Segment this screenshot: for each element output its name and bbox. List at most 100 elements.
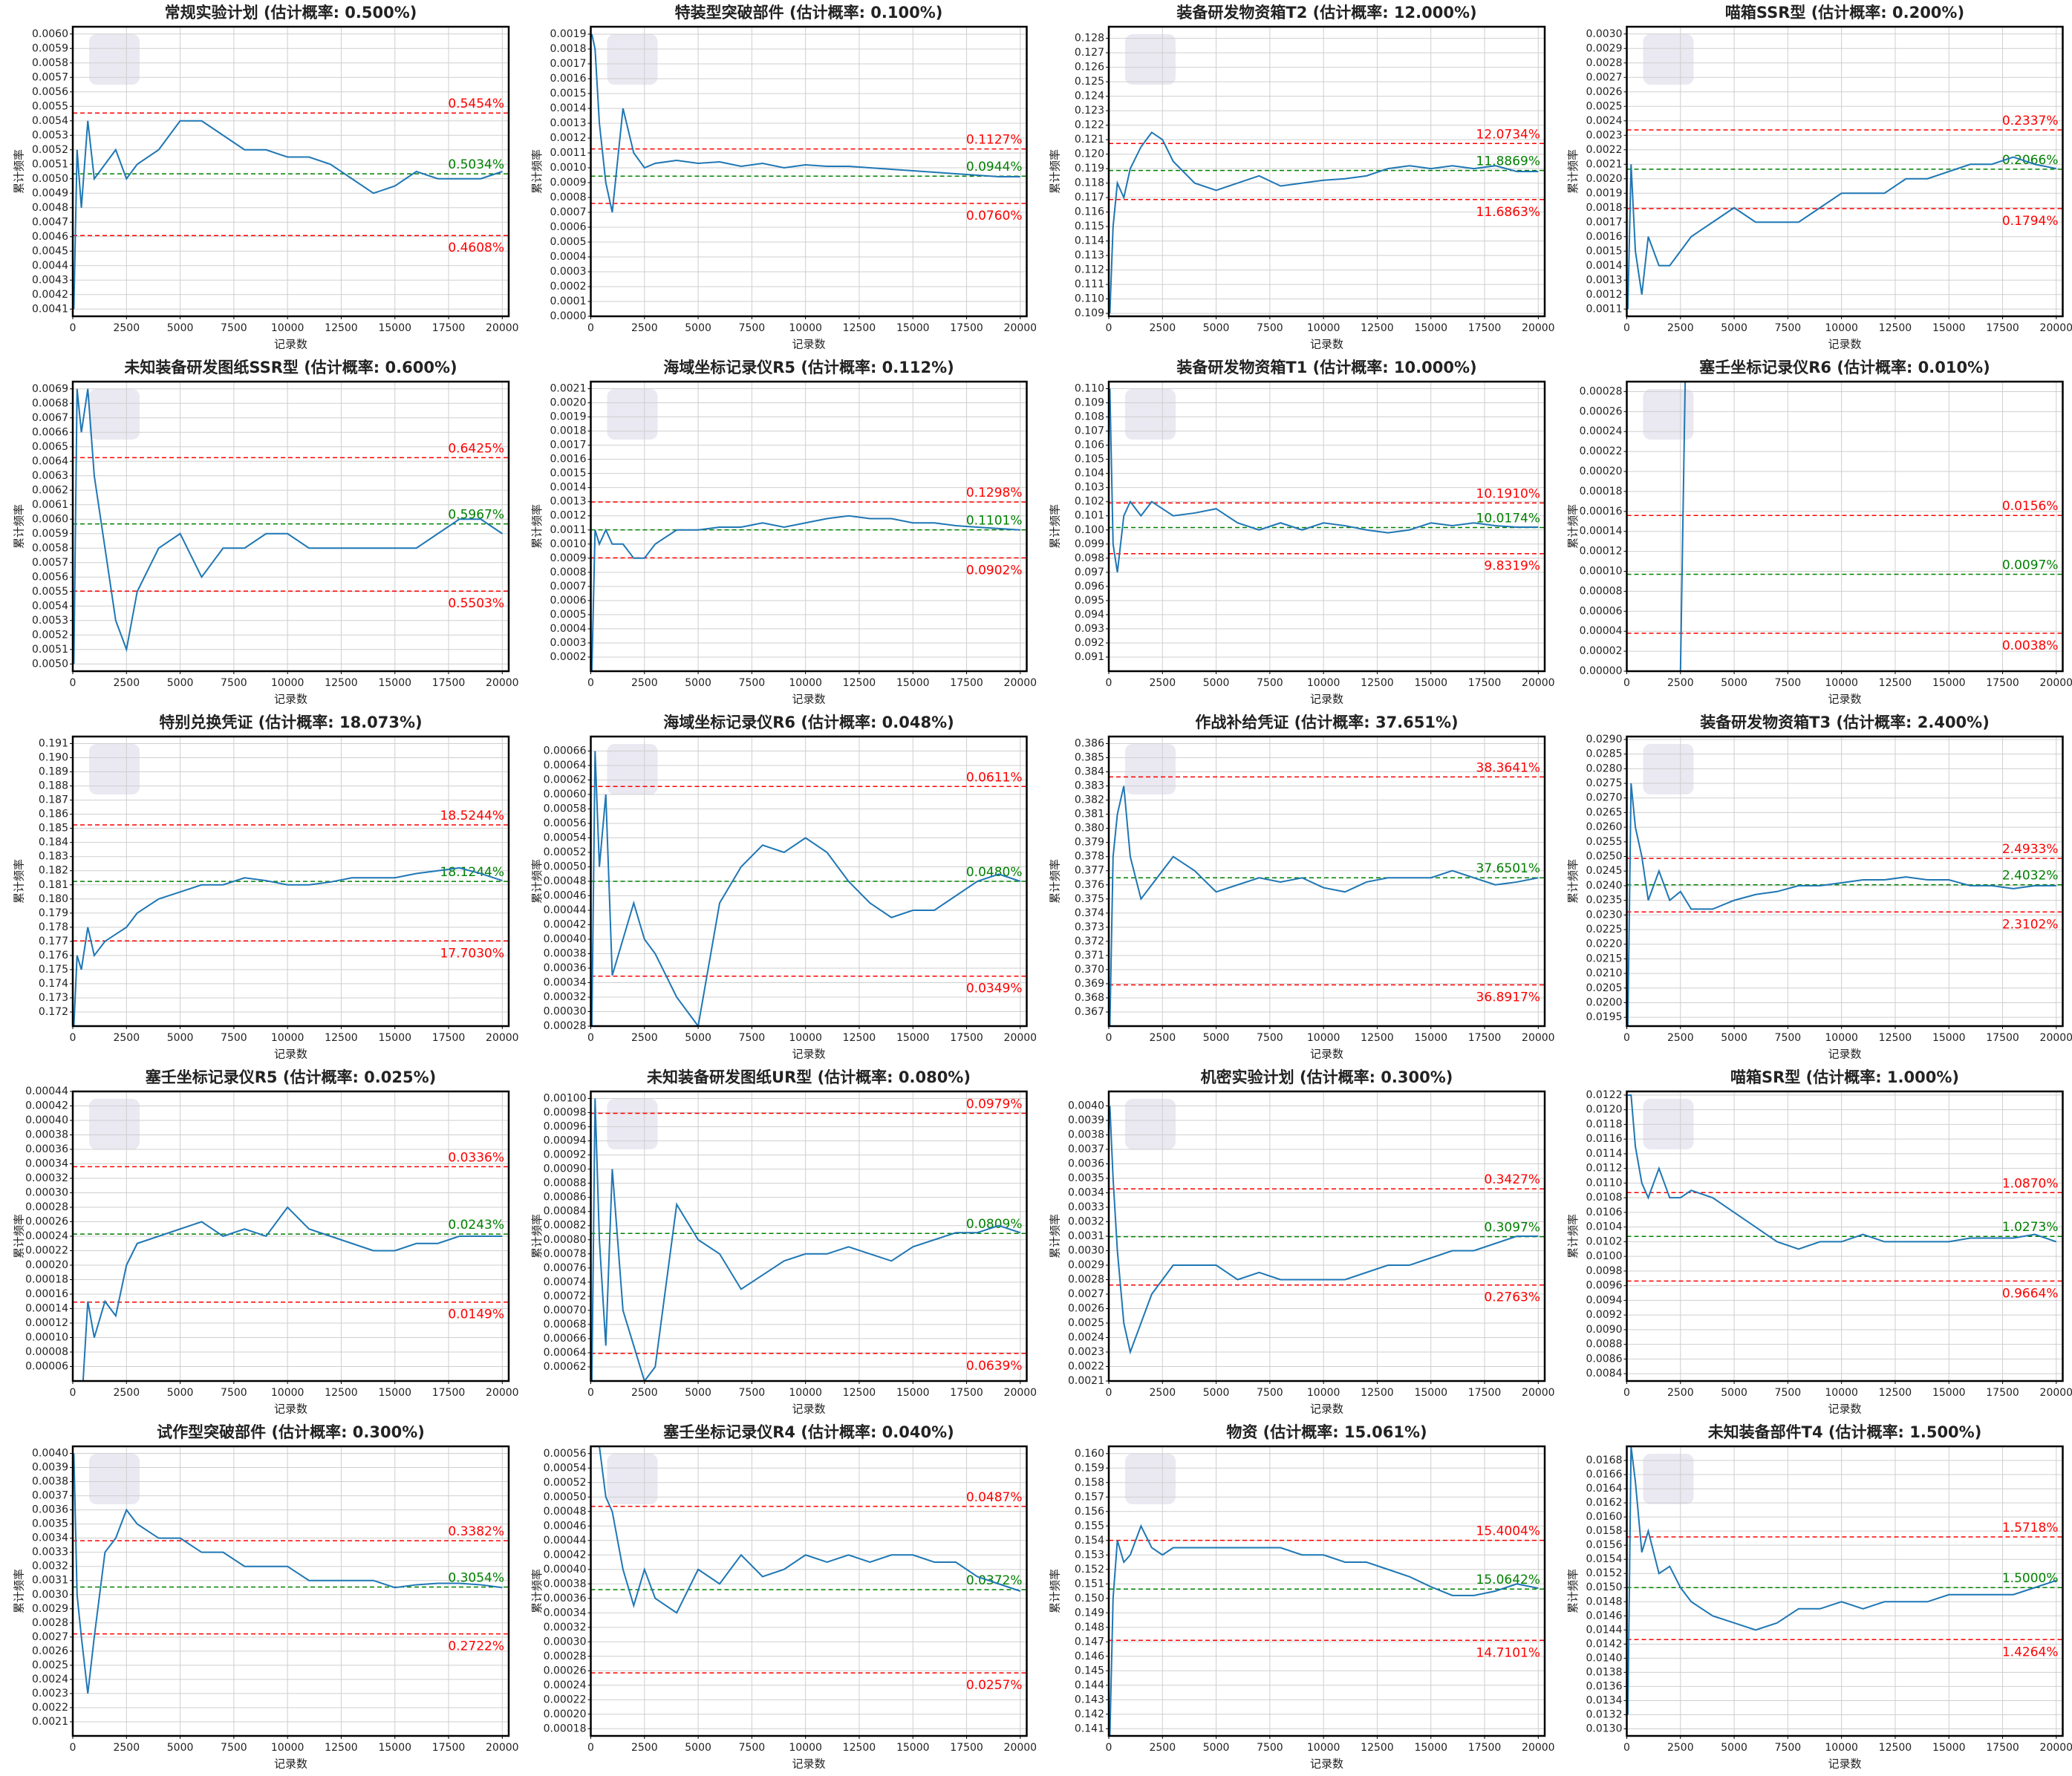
x-tick-label: 12500: [1361, 1742, 1394, 1754]
reference-label: 0.5454%: [448, 97, 504, 111]
x-tick-label: 7500: [739, 1387, 766, 1399]
y-tick-label: 0.0098: [1586, 1265, 1623, 1277]
x-tick-label: 17500: [432, 677, 466, 689]
x-tick-label: 0: [587, 677, 594, 689]
y-tick-label: 0.00064: [544, 1347, 587, 1359]
y-tick-label: 0.00062: [544, 1361, 587, 1373]
x-tick-label: 0: [70, 322, 76, 334]
y-tick-label: 0.0053: [32, 129, 68, 141]
x-tick-label: 20000: [1522, 1742, 1555, 1754]
x-tick-label: 17500: [950, 1032, 983, 1044]
y-tick-label: 0.0048: [32, 202, 68, 214]
y-tick-label: 0.00036: [25, 1143, 68, 1155]
subplot: 未知装备研发图纸SSR型 (估计概率: 0.600%) 0.0050 0.0051 0…: [13, 359, 519, 706]
subplot-title: 作战补给凭证 (估计概率: 37.651%): [1195, 714, 1458, 731]
y-tick-label: 0.00028: [544, 1651, 587, 1662]
x-tick-label: 17500: [1468, 1742, 1502, 1754]
reference-label: 0.0038%: [2002, 639, 2059, 653]
x-tick-label: 15000: [1414, 1032, 1447, 1044]
y-tick-label: 0.00094: [544, 1135, 587, 1147]
y-tick-label: 0.00042: [25, 1100, 68, 1112]
y-tick-label: 0.00032: [544, 1622, 587, 1633]
x-tick-label: 7500: [739, 1742, 766, 1754]
x-axis-label: 记录数: [1310, 693, 1343, 706]
subplot-title: 试作型突破部件 (估计概率: 0.300%): [157, 1423, 425, 1441]
y-tick-label: 0.148: [1075, 1622, 1104, 1633]
item-icon: [607, 1454, 658, 1504]
y-tick-label: 0.00038: [544, 1578, 587, 1590]
y-tick-label: 0.0022: [1068, 1361, 1104, 1373]
x-tick-label: 0: [587, 1742, 594, 1754]
x-tick-label: 15000: [1414, 677, 1447, 689]
y-tick-label: 0.0108: [1586, 1192, 1623, 1204]
y-tick-label: 0.0144: [1586, 1624, 1623, 1636]
x-tick-label: 7500: [1775, 322, 1802, 334]
x-tick-label: 15000: [896, 322, 930, 334]
y-tick-label: 0.142: [1075, 1708, 1104, 1720]
item-icon: [89, 389, 140, 440]
subplot-title: 海域坐标记录仪R5 (估计概率: 0.112%): [663, 359, 954, 376]
data-line: [82, 1206, 503, 1381]
reference-label: 0.0349%: [966, 982, 1023, 996]
x-axis-label: 记录数: [1310, 1757, 1343, 1771]
y-tick-label: 0.00016: [25, 1288, 68, 1300]
y-tick-label: 0.00042: [544, 919, 587, 931]
y-tick-label: 0.098: [1075, 552, 1104, 564]
y-tick-label: 0.179: [39, 907, 68, 919]
y-tick-label: 0.0030: [1586, 28, 1623, 40]
y-tick-label: 0.0025: [1586, 100, 1623, 112]
y-tick-label: 0.0152: [1586, 1567, 1623, 1579]
reference-label: 15.4004%: [1476, 1524, 1540, 1539]
x-axis-label: 记录数: [1310, 1403, 1343, 1416]
y-tick-label: 0.0016: [1586, 231, 1623, 243]
y-axis-label: 累计频率: [530, 149, 544, 194]
x-tick-label: 15000: [1932, 1742, 1966, 1754]
x-tick-label: 2500: [1667, 1387, 1694, 1399]
y-tick-label: 0.0037: [32, 1490, 68, 1502]
subplot-title: 物资 (估计概率: 15.061%): [1226, 1423, 1427, 1441]
x-tick-label: 2500: [1149, 677, 1176, 689]
x-tick-label: 12500: [1361, 322, 1394, 334]
x-tick-label: 10000: [1307, 1032, 1340, 1044]
y-tick-label: 0.384: [1075, 766, 1104, 778]
x-axis-label: 记录数: [1828, 338, 1861, 351]
x-tick-label: 5000: [1203, 677, 1230, 689]
y-tick-label: 0.0056: [32, 86, 68, 98]
x-tick-label: 10000: [1825, 1387, 1858, 1399]
x-tick-label: 10000: [1307, 322, 1340, 334]
x-axis-label: 记录数: [274, 1048, 307, 1061]
y-tick-label: 0.0013: [1586, 274, 1623, 286]
x-tick-label: 20000: [2040, 677, 2072, 689]
subplot: 未知装备部件T4 (估计概率: 1.500%) 0.0130 0.0132 0.013…: [1566, 1423, 2072, 1771]
x-tick-label: 0: [1106, 1387, 1112, 1399]
reference-label: 11.6863%: [1476, 205, 1540, 220]
axes-frame: [1107, 1090, 1546, 1382]
x-tick-label: 12500: [843, 1742, 876, 1754]
y-tick-label: 0.00040: [544, 933, 587, 945]
y-tick-label: 0.382: [1075, 794, 1104, 806]
y-tick-label: 0.00018: [1580, 486, 1623, 497]
x-tick-label: 20000: [486, 1387, 519, 1399]
y-tick-label: 0.0036: [1068, 1158, 1104, 1170]
reference-label: 10.0174%: [1476, 511, 1540, 526]
x-tick-label: 2500: [113, 1742, 140, 1754]
y-tick-label: 0.0215: [1586, 953, 1623, 964]
y-tick-label: 0.00034: [544, 977, 587, 989]
y-tick-label: 0.0003: [550, 266, 587, 278]
x-tick-label: 0: [1623, 1387, 1630, 1399]
y-tick-label: 0.0150: [1586, 1581, 1623, 1593]
x-tick-label: 5000: [1203, 1032, 1230, 1044]
y-tick-label: 0.0114: [1586, 1148, 1623, 1160]
y-tick-label: 0.0230: [1586, 909, 1623, 921]
data-line: [1627, 382, 1687, 671]
y-axis-label: 累计频率: [530, 1569, 544, 1613]
x-tick-label: 7500: [1257, 1742, 1283, 1754]
x-tick-label: 7500: [1257, 1387, 1283, 1399]
x-tick-label: 5000: [685, 677, 711, 689]
y-tick-label: 0.0140: [1586, 1652, 1623, 1664]
y-tick-label: 0.0056: [32, 571, 68, 583]
y-tick-label: 0.0037: [1068, 1143, 1104, 1155]
y-axis-label: 累计频率: [1566, 504, 1580, 549]
y-tick-label: 0.0031: [1068, 1230, 1104, 1242]
x-tick-label: 5000: [167, 1032, 194, 1044]
